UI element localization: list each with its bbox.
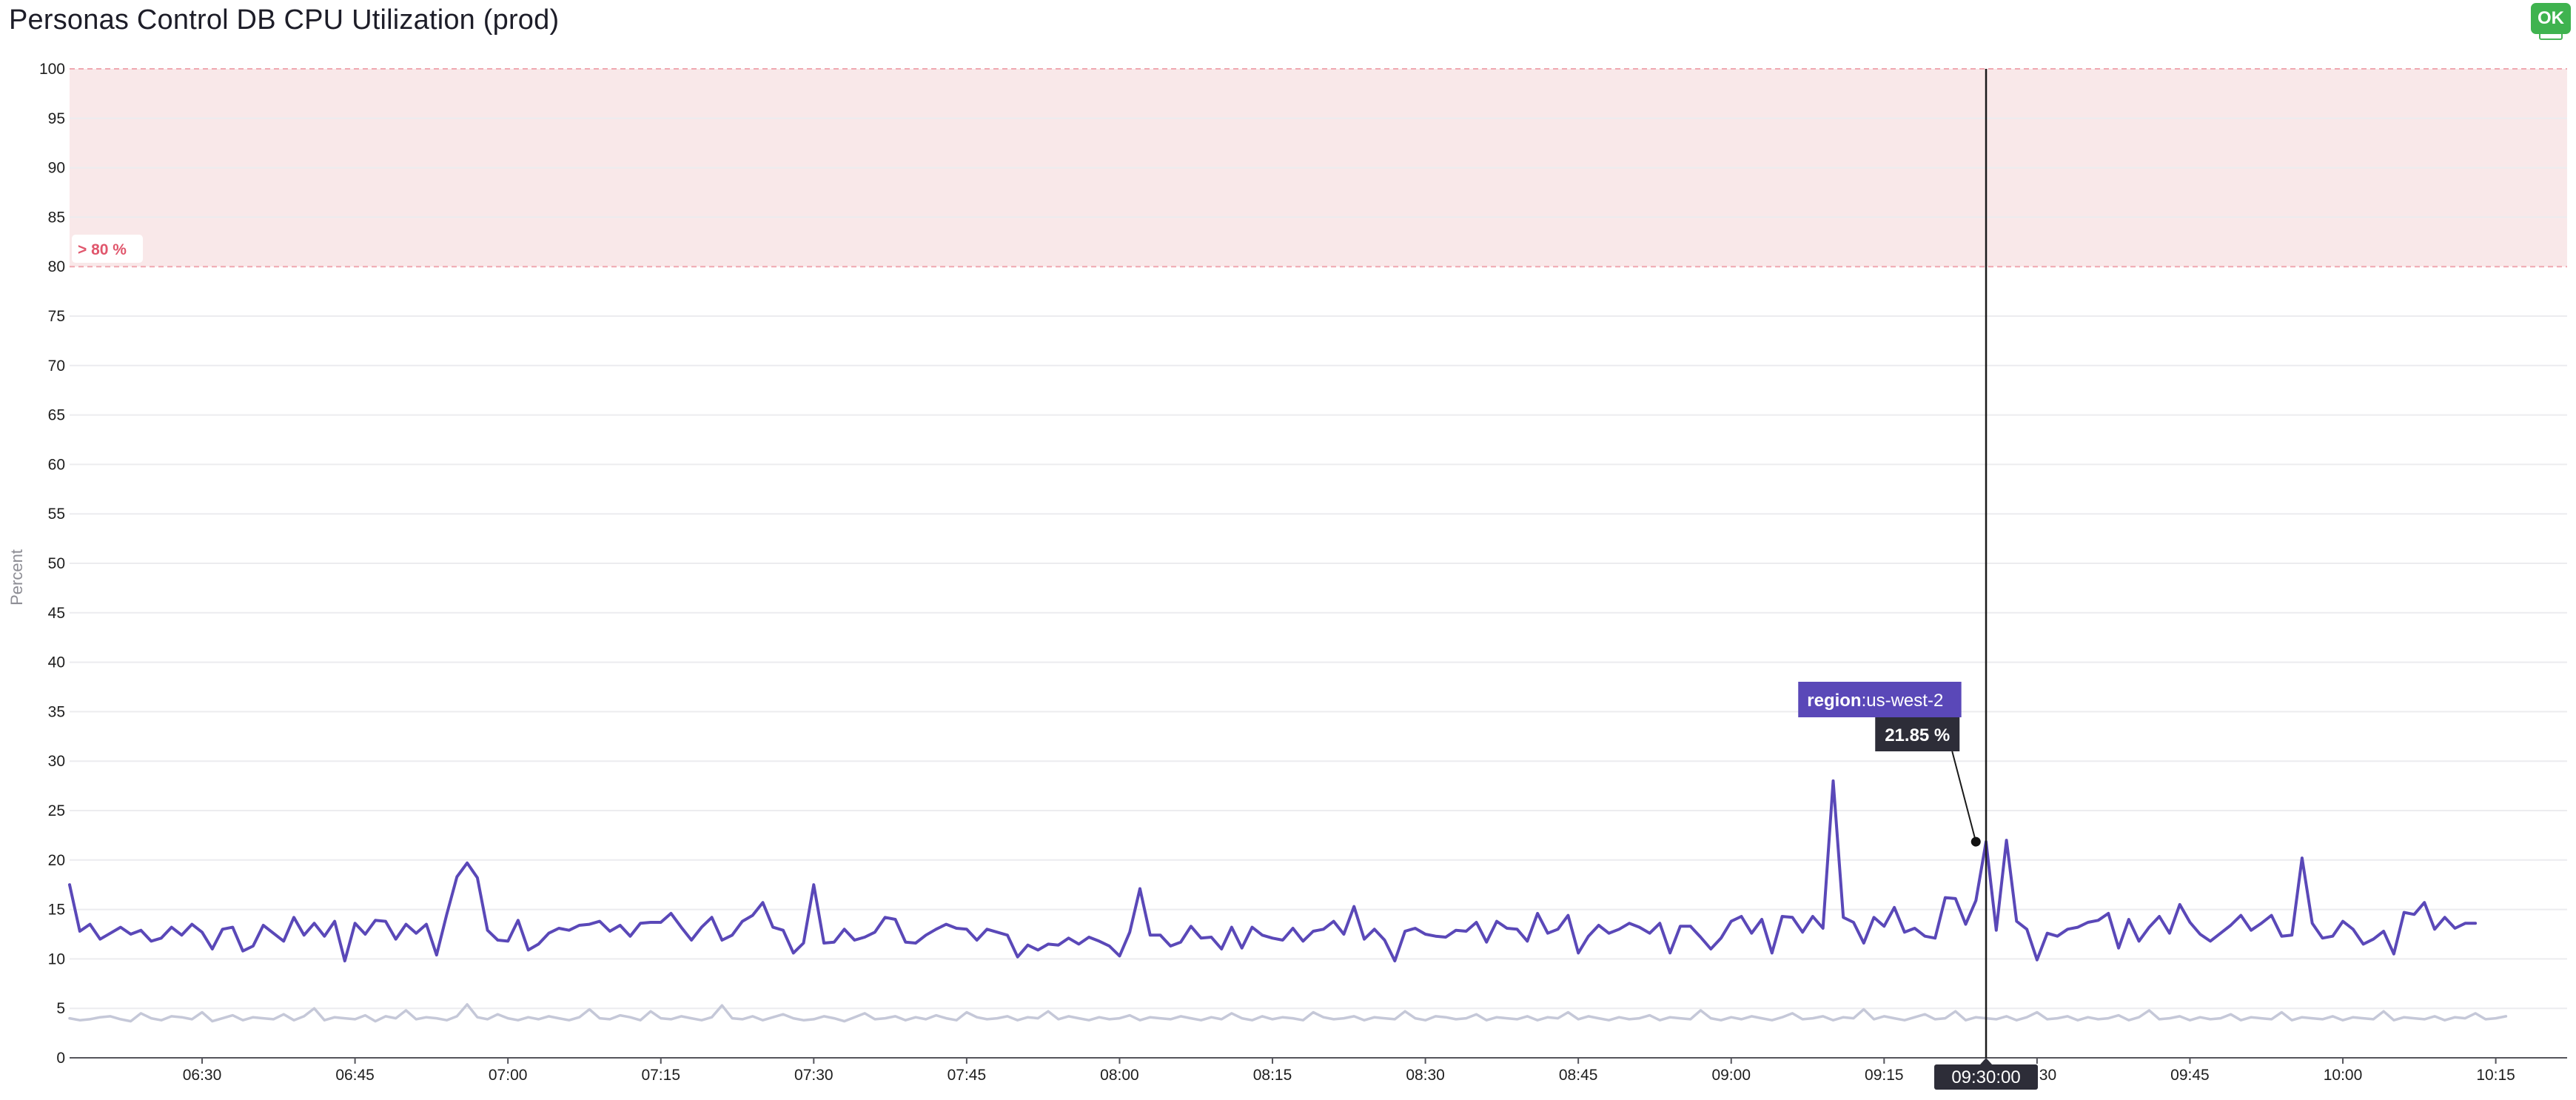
status-badge[interactable]: OK	[2531, 3, 2571, 34]
series-lines[interactable]	[68, 779, 2508, 1023]
x-tick-label: 06:30	[183, 1067, 222, 1084]
y-tick-label: 5	[56, 1000, 65, 1017]
x-tick-label: 07:15	[641, 1067, 680, 1084]
tooltip-series-box	[1798, 682, 1962, 717]
hover-time-label: 09:30:00	[1951, 1067, 2020, 1087]
x-tick-label: 08:45	[1559, 1067, 1598, 1084]
status-badge-outline	[2539, 28, 2563, 40]
y-tick-label: 65	[48, 407, 65, 424]
y-axis-label: Percent	[7, 549, 26, 606]
y-tick-label: 35	[48, 703, 65, 720]
tooltip-value-box	[1875, 717, 1960, 751]
x-tick-label: 08:00	[1100, 1067, 1139, 1084]
y-tick-label: 80	[48, 258, 65, 275]
chart-title: Personas Control DB CPU Utilization (pro…	[9, 4, 560, 36]
threshold-label-box	[72, 235, 143, 263]
y-tick-label: 20	[48, 852, 65, 869]
x-tick-label: 07:45	[947, 1067, 987, 1084]
hover-time-pointer	[1980, 1058, 1993, 1064]
y-tick-label: 55	[48, 506, 65, 523]
y-tick-label: 95	[48, 110, 65, 127]
tooltip-tag-key: region	[1807, 691, 1861, 711]
y-tick-label: 85	[48, 209, 65, 226]
tooltip-tag-value: :us-west-2	[1862, 691, 1944, 711]
x-tick-label: 10:00	[2324, 1067, 2363, 1084]
y-tick-label: 30	[48, 753, 65, 770]
y-tick-label: 45	[48, 605, 65, 622]
x-tick-label: 07:30	[794, 1067, 833, 1084]
y-tick-label: 25	[48, 802, 65, 819]
y-tick-label: 10	[48, 950, 65, 967]
x-tick-label: 10:15	[2476, 1067, 2515, 1084]
y-tick-label: 0	[56, 1050, 65, 1067]
y-tick-label: 50	[48, 555, 65, 572]
tooltip-series-tag: region:us-west-2	[1807, 691, 1943, 711]
grid-lines	[70, 117, 2567, 1010]
series-line-us-west-2	[68, 779, 2478, 963]
tooltip-leader-line	[1951, 751, 1977, 842]
tooltip-value: 21.85 %	[1885, 725, 1950, 745]
x-tick-label: 09:00	[1711, 1067, 1751, 1084]
x-tick-label: 08:30	[1406, 1067, 1445, 1084]
y-tick-label: 40	[48, 654, 65, 671]
hover-point	[1970, 836, 1981, 847]
x-tick-label: 09:45	[2170, 1067, 2210, 1084]
x-tick-label: 07:00	[489, 1067, 528, 1084]
threshold-label: > 80 %	[78, 241, 127, 258]
y-axis-ticks: 0 5 10 15 20 25 30 35 40 45 50 55 60 65 70 75 80 85 90 95 10…	[39, 61, 65, 1067]
hover-time-box	[1934, 1064, 2039, 1090]
hover-overlay: region:us-west-2 21.85 % 09:30:00	[1798, 69, 2039, 1090]
y-tick-label: 75	[48, 308, 65, 325]
y-tick-label: 70	[48, 358, 65, 375]
series-line-secondary	[68, 1003, 2508, 1023]
y-tick-label: 100	[39, 61, 65, 78]
x-tick-label: 09:15	[1865, 1067, 1904, 1084]
x-axis: 06:30 06:45 07:00 07:15 07:30 07:45 08:00 08:15…	[70, 1057, 2567, 1084]
x-tick-label: 06:45	[335, 1067, 375, 1084]
y-tick-label: 60	[48, 456, 65, 473]
y-tick-label: 15	[48, 902, 65, 919]
y-tick-label: 90	[48, 160, 65, 177]
x-tick-label: 08:15	[1253, 1067, 1292, 1084]
